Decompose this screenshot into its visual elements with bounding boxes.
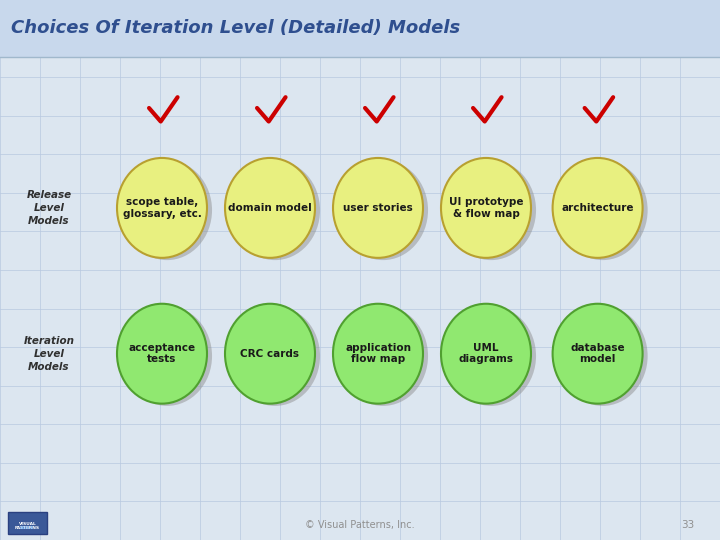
Text: application
flow map: application flow map (345, 343, 411, 364)
Ellipse shape (117, 158, 207, 258)
Ellipse shape (441, 303, 531, 404)
Ellipse shape (553, 158, 643, 258)
Text: AGILE: AGILE (20, 526, 35, 530)
Ellipse shape (446, 160, 536, 260)
Ellipse shape (446, 306, 536, 406)
Text: © Visual Patterns, Inc.: © Visual Patterns, Inc. (305, 520, 415, 530)
Ellipse shape (122, 306, 212, 406)
Text: scope table,
glossary, etc.: scope table, glossary, etc. (122, 197, 202, 219)
Ellipse shape (338, 160, 428, 260)
Text: acceptance
tests: acceptance tests (128, 343, 196, 364)
Text: domain model: domain model (228, 203, 312, 213)
Ellipse shape (338, 306, 428, 406)
Ellipse shape (230, 306, 320, 406)
Text: Iteration
Level
Models: Iteration Level Models (24, 335, 74, 372)
Ellipse shape (225, 303, 315, 404)
Text: VISUAL
PATTERNS: VISUAL PATTERNS (15, 522, 40, 530)
Ellipse shape (333, 303, 423, 404)
Ellipse shape (122, 160, 212, 260)
Text: 33: 33 (682, 520, 695, 530)
Ellipse shape (225, 158, 315, 258)
FancyBboxPatch shape (8, 512, 47, 534)
Text: UI prototype
& flow map: UI prototype & flow map (449, 197, 523, 219)
Ellipse shape (117, 303, 207, 404)
Ellipse shape (441, 158, 531, 258)
Ellipse shape (553, 303, 643, 404)
Text: Release
Level
Models: Release Level Models (27, 190, 71, 226)
FancyBboxPatch shape (0, 0, 720, 57)
Ellipse shape (557, 160, 648, 260)
Text: CRC cards: CRC cards (240, 349, 300, 359)
Ellipse shape (557, 306, 648, 406)
Text: user stories: user stories (343, 203, 413, 213)
Ellipse shape (333, 158, 423, 258)
Text: database
model: database model (570, 343, 625, 364)
Text: architecture: architecture (562, 203, 634, 213)
Text: Choices Of Iteration Level (Detailed) Models: Choices Of Iteration Level (Detailed) Mo… (11, 19, 460, 37)
Ellipse shape (230, 160, 320, 260)
Text: UML
diagrams: UML diagrams (459, 343, 513, 364)
